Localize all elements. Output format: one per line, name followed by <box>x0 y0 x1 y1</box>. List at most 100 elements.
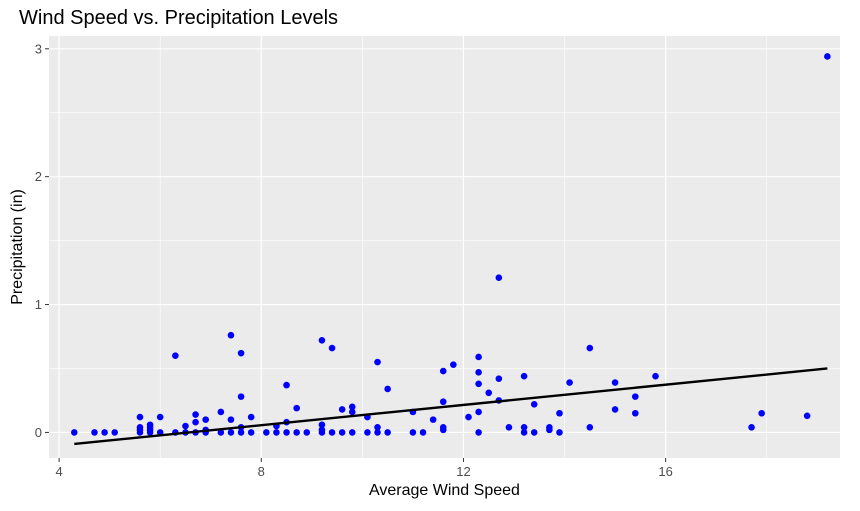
data-point <box>136 429 144 436</box>
data-point <box>364 429 371 436</box>
data-point <box>338 406 346 413</box>
trend-line-layer <box>74 367 828 446</box>
data-point <box>475 408 482 416</box>
data-point <box>374 358 381 366</box>
data-point <box>328 344 336 352</box>
data-point <box>146 429 154 436</box>
data-point <box>450 361 457 368</box>
data-point <box>632 409 639 417</box>
data-point <box>273 429 280 436</box>
data-point <box>586 344 594 352</box>
data-point <box>475 429 482 436</box>
data-point <box>520 372 528 380</box>
data-point <box>530 400 538 408</box>
x-axis: 4 8 12 16 <box>55 458 673 479</box>
data-point <box>530 429 538 436</box>
data-point <box>318 429 326 436</box>
data-point <box>293 404 300 412</box>
y-axis-title: Precipitation (in) <box>8 189 26 305</box>
data-point <box>182 422 189 430</box>
data-point <box>384 385 391 393</box>
data-point <box>293 429 300 436</box>
data-point <box>409 429 417 436</box>
data-point <box>283 381 290 389</box>
data-point <box>217 408 225 416</box>
data-point <box>611 379 619 386</box>
data-point <box>111 429 119 436</box>
data-point <box>652 372 659 380</box>
data-point <box>237 429 245 436</box>
data-point <box>495 274 503 281</box>
data-point <box>439 426 447 434</box>
x-axis-title: Average Wind Speed <box>369 482 520 499</box>
data-point <box>475 353 482 361</box>
data-point <box>556 409 563 417</box>
y-tick-label: 2 <box>35 169 42 184</box>
data-point <box>217 429 225 436</box>
y-tick-label: 1 <box>35 297 42 312</box>
data-point <box>227 331 235 339</box>
data-point <box>475 380 482 388</box>
data-point <box>318 337 326 344</box>
data-point <box>328 429 336 436</box>
data-point <box>237 393 245 400</box>
y-tick-label: 0 <box>35 425 42 440</box>
y-tick-label: 3 <box>35 41 42 56</box>
data-point <box>70 429 78 436</box>
x-tick-label: 8 <box>258 464 265 479</box>
data-point <box>439 367 447 375</box>
data-point <box>748 424 755 431</box>
data-point <box>101 429 108 436</box>
data-point <box>505 424 513 431</box>
data-point <box>546 426 553 434</box>
data-point <box>803 412 811 420</box>
data-point <box>136 413 144 421</box>
data-point <box>419 429 427 436</box>
data-point <box>824 53 831 60</box>
data-point <box>263 429 270 436</box>
data-point <box>520 424 528 431</box>
data-point <box>556 429 563 436</box>
data-point <box>465 413 472 421</box>
data-point <box>348 429 356 436</box>
data-point <box>146 424 154 431</box>
x-tick-label: 16 <box>658 464 672 479</box>
data-point <box>374 424 381 431</box>
data-point <box>758 409 765 417</box>
data-point <box>586 424 594 431</box>
trend-line <box>74 367 828 446</box>
data-point <box>374 429 381 436</box>
data-point <box>192 411 199 418</box>
data-point <box>156 413 164 421</box>
data-point <box>303 429 311 436</box>
data-point <box>227 429 235 436</box>
data-point <box>202 416 209 423</box>
data-point <box>91 429 98 436</box>
data-points <box>70 53 831 436</box>
chart-title: Wind Speed vs. Precipitation Levels <box>19 7 339 29</box>
data-point <box>348 403 356 411</box>
data-point <box>632 393 639 400</box>
x-tick-label: 12 <box>456 464 470 479</box>
plot-panel <box>49 36 840 458</box>
data-point <box>283 429 290 436</box>
data-point <box>192 418 199 426</box>
data-point <box>338 429 346 436</box>
data-point <box>318 421 326 429</box>
data-point <box>566 379 573 386</box>
data-point <box>247 429 255 436</box>
data-point <box>247 413 255 421</box>
data-point <box>227 416 235 423</box>
x-tick-label: 4 <box>55 464 62 479</box>
data-point <box>520 429 528 436</box>
data-point <box>475 369 482 376</box>
data-point <box>384 429 391 436</box>
data-point <box>348 408 356 416</box>
data-point <box>172 352 179 359</box>
data-point <box>485 389 493 397</box>
data-point <box>237 349 245 357</box>
data-point <box>429 416 437 423</box>
data-point <box>611 406 619 413</box>
data-point <box>495 375 503 383</box>
